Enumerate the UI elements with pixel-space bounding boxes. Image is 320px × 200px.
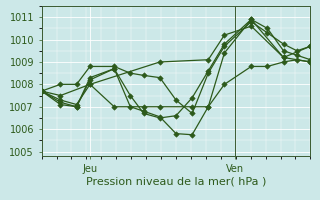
X-axis label: Pression niveau de la mer( hPa ): Pression niveau de la mer( hPa ) <box>86 176 266 186</box>
